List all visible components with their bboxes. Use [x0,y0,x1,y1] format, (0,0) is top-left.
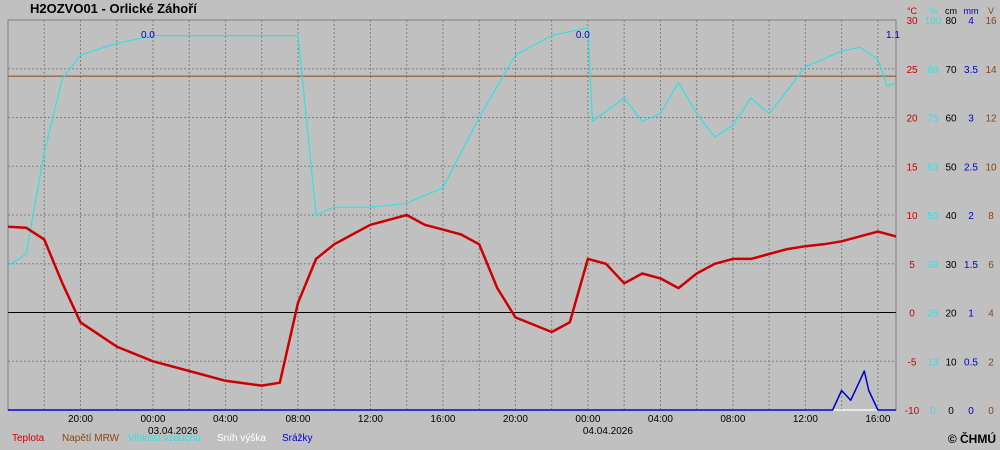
snow-axis-tick: 60 [945,114,957,125]
precip-total-label: 1.1 [886,30,900,41]
temp-axis-tick: 20 [906,114,918,125]
humidity-axis-tick: 63 [927,162,939,173]
precip-axis-tick: 2 [968,211,974,222]
humidity-axis-tick: 100 [925,16,942,27]
humidity-axis-tick: 38 [927,260,939,271]
voltage-axis-tick: 10 [985,162,997,173]
precip-axis-tick: 2.5 [964,162,978,173]
humidity-axis-tick: 50 [927,211,939,222]
x-tick-label: 12:00 [358,414,383,425]
precip-axis-tick: 1.5 [964,260,978,271]
snow-axis-tick: 70 [945,65,957,76]
voltage-axis-tick: 6 [988,260,994,271]
legend-item: Napětí MRW [62,433,120,444]
precip-axis-tick: 1 [968,309,974,320]
axis-unit-label: V [988,6,994,16]
date-label: 04.04.2026 [583,426,633,437]
grid [8,19,896,411]
date-label: 03.04.2026 [148,426,198,437]
temp-axis-tick: -10 [905,406,920,417]
voltage-axis-tick: 8 [988,211,994,222]
temp-axis-tick: 25 [906,65,918,76]
humidity-axis-tick: 0 [930,406,936,417]
axis-unit-label: mm [964,6,979,16]
snow-axis-tick: 10 [945,357,957,368]
axis-unit-label: °C [907,6,918,16]
x-tick-label: 16:00 [865,414,890,425]
temperature-line [7,213,897,387]
snow-axis-tick: 0 [948,406,954,417]
precip-total-label: 0.0 [141,30,155,41]
x-tick-label: 04:00 [213,414,238,425]
legend-item: Sníh výška [217,433,266,444]
temp-axis-tick: 10 [906,211,918,222]
precip-axis-tick: 0.5 [964,357,978,368]
temp-axis-tick: 30 [906,16,918,27]
snow-axis-tick: 20 [945,309,957,320]
humidity-axis-tick: 88 [927,65,939,76]
series-group [7,27,897,411]
snow-axis-tick: 40 [945,211,957,222]
legend-item: Vlhkost vzduchu [128,433,201,444]
snow-axis-tick: 80 [945,16,957,27]
temp-axis-tick: 0 [909,309,915,320]
x-tick-label: 20:00 [68,414,93,425]
x-tick-label: 08:00 [285,414,310,425]
x-tick-label: 00:00 [575,414,600,425]
x-tick-label: 16:00 [430,414,455,425]
precip-total-label: 0.0 [576,30,590,41]
x-tick-label: 20:00 [503,414,528,425]
chart-title: H2OZVO01 - Orlické Záhoří [30,1,197,16]
legend-item: Teplota [12,433,45,444]
precip-axis-tick: 4 [968,16,974,27]
x-tick-label: 08:00 [720,414,745,425]
precip-axis-tick: 3 [968,114,974,125]
snow-axis-tick: 50 [945,162,957,173]
humidity-axis-tick: 13 [927,357,939,368]
precip-axis-tick: 3.5 [964,65,978,76]
copyright: © ČHMÚ [947,432,996,446]
voltage-axis-tick: 2 [988,357,994,368]
humidity-axis-tick: 25 [927,309,939,320]
precip-line [8,370,896,411]
humidity-line [7,27,897,267]
voltage-axis-tick: 16 [985,16,997,27]
x-tick-label: 04:00 [648,414,673,425]
x-tick-label: 00:00 [140,414,165,425]
temp-axis-tick: -5 [908,357,917,368]
axis-unit-label: % [929,6,937,16]
voltage-axis-tick: 14 [985,65,997,76]
legend-item: Srážky [282,433,313,444]
humidity-axis-tick: 75 [927,114,939,125]
temp-axis-tick: 15 [906,162,918,173]
axis-unit-label: cm [945,6,957,16]
voltage-axis-tick: 0 [988,406,994,417]
annotations: 0.0 0.0 1.1 [141,30,900,41]
voltage-axis-tick: 12 [985,114,997,125]
axis-labels: 20:00 00:00 04:00 08:00 12:00 16:00 20:00 00:00… [68,6,997,437]
voltage-axis-tick: 4 [988,309,994,320]
x-tick-label: 12:00 [793,414,818,425]
temp-axis-tick: 5 [909,260,915,271]
snow-axis-tick: 30 [945,260,957,271]
precip-axis-tick: 0 [968,406,974,417]
